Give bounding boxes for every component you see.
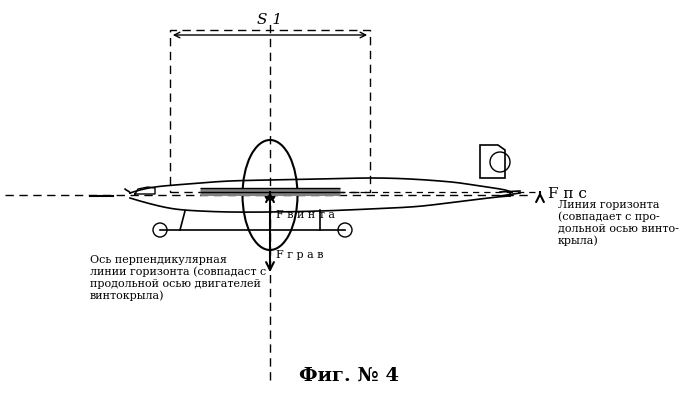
Text: S 1: S 1: [257, 13, 282, 27]
Text: Ось перпендикулярная
линии горизонта (совпадаст с
продольной осью двигателей
вин: Ось перпендикулярная линии горизонта (со…: [90, 255, 266, 301]
Circle shape: [265, 190, 275, 200]
Text: Фиг. № 4: Фиг. № 4: [299, 367, 399, 385]
Text: F г р а в: F г р а в: [276, 250, 324, 260]
Bar: [170, 30, 370, 192]
Text: F в и н т а: F в и н т а: [276, 210, 335, 220]
Text: F п с: F п с: [548, 186, 587, 200]
Text: Линия горизонта
(совпадает с про-
дольной осью винто-
крыла): Линия горизонта (совпадает с про- дольно…: [558, 200, 679, 246]
